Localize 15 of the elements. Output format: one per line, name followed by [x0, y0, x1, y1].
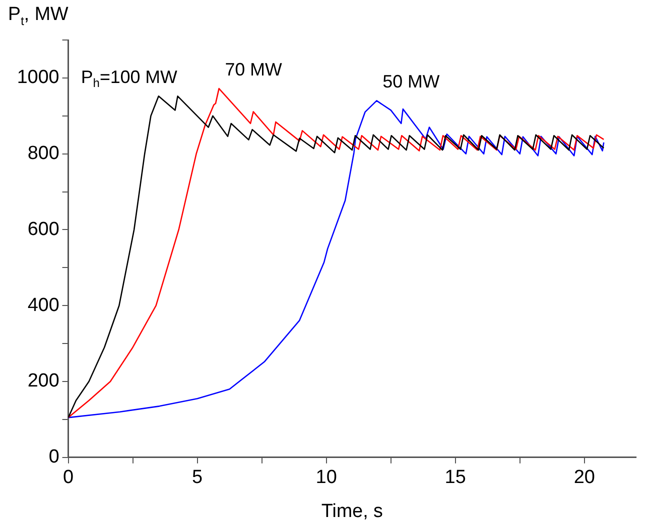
x-tick-label: 5 [192, 467, 203, 488]
x-tick-label: 0 [62, 467, 74, 488]
y-tick-label: 1000 [16, 67, 60, 88]
series-label: 50 MW [382, 72, 440, 92]
x-tick-label: 20 [574, 467, 595, 488]
y-axis-title: P$_{t}$, MW [8, 4, 68, 28]
x-tick-label: 15 [444, 467, 466, 488]
y-tick-label: 400 [28, 294, 60, 316]
y-tick-label: 0 [48, 446, 60, 468]
y-tick-label: 200 [28, 370, 60, 392]
series-label: 70 MW [224, 60, 282, 80]
y-tick-label: 600 [28, 218, 60, 240]
y-tick-label: 800 [28, 143, 60, 164]
x-tick-label: 10 [316, 467, 337, 488]
x-axis-title: Time, s [321, 500, 383, 522]
